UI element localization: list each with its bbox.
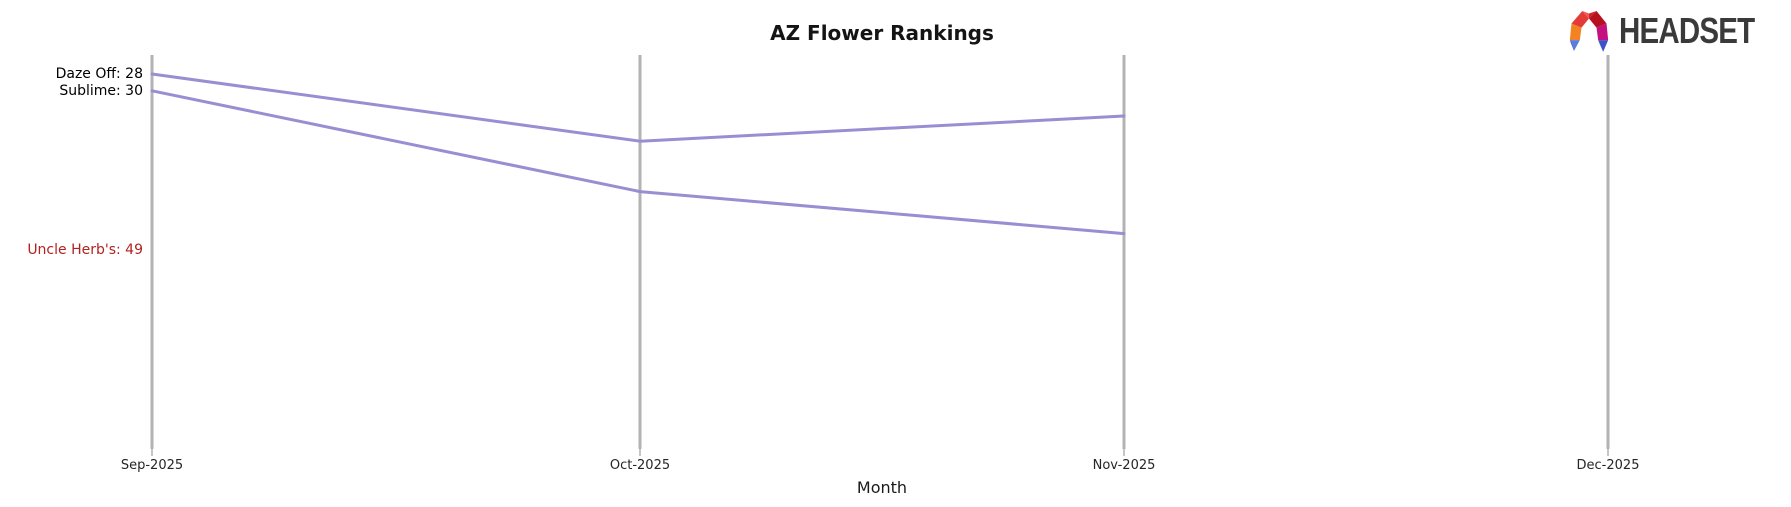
chart-title: AZ Flower Rankings	[770, 21, 994, 45]
x-tick-label: Dec-2025	[1576, 458, 1640, 473]
series-label-daze-off: Daze Off: 28	[55, 66, 143, 82]
x-tick-label: Sep-2025	[120, 458, 184, 473]
series-label-sublime: Sublime: 30	[59, 82, 143, 99]
x-tick-label: Oct-2025	[609, 458, 671, 473]
x-tick-label: Nov-2025	[1092, 458, 1156, 473]
headset-logo: HEADSET	[1564, 5, 1784, 57]
headset-logo-icon	[1569, 11, 1609, 52]
series-line-daze-off	[150, 72, 1126, 143]
series-label-uncle-herb-s: Uncle Herb's: 49	[27, 242, 143, 259]
x-axis-title: Month	[856, 478, 908, 497]
headset-logo-text: HEADSET	[1618, 10, 1755, 51]
series-line-sublime	[150, 89, 1126, 236]
